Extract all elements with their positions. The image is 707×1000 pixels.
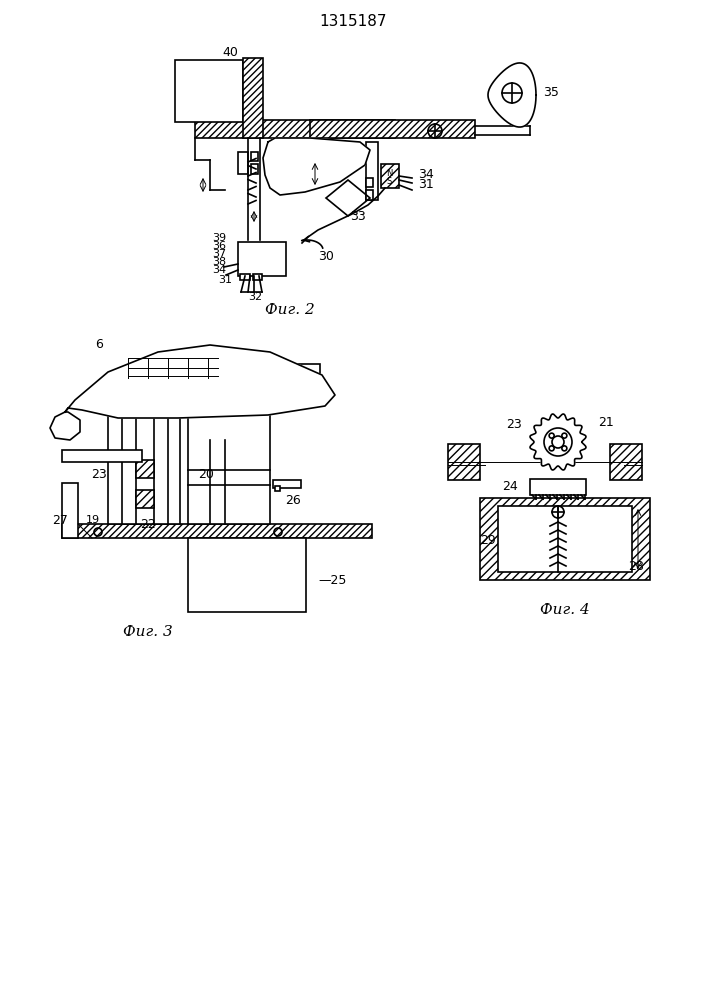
Bar	[136, 490, 154, 508]
Text: Фиг. 2: Фиг. 2	[265, 303, 315, 317]
Text: 31: 31	[418, 178, 434, 192]
Bar	[136, 460, 154, 478]
Bar	[448, 444, 480, 480]
Text: 35: 35	[543, 87, 559, 100]
Polygon shape	[50, 412, 80, 440]
Bar	[62, 483, 78, 538]
Text: 40: 40	[222, 45, 238, 58]
Polygon shape	[65, 345, 335, 418]
Bar	[366, 178, 373, 187]
Text: 28: 28	[628, 560, 644, 572]
Text: 1315187: 1315187	[320, 14, 387, 29]
Bar	[366, 190, 373, 200]
Bar	[366, 142, 378, 200]
Text: Фиг. 4: Фиг. 4	[540, 603, 590, 617]
Text: 38: 38	[212, 257, 226, 267]
Bar	[243, 58, 263, 138]
Bar	[610, 444, 642, 480]
Bar	[136, 394, 154, 524]
Text: —25: —25	[318, 574, 346, 586]
Bar	[498, 506, 632, 572]
Text: Фиг. 3: Фиг. 3	[123, 625, 173, 639]
Bar	[122, 394, 168, 524]
Bar	[238, 364, 276, 406]
Bar	[251, 164, 258, 174]
Bar	[292, 151, 308, 156]
Bar	[253, 274, 262, 280]
Bar	[188, 538, 306, 612]
Bar	[530, 479, 586, 495]
Text: 24: 24	[502, 481, 518, 493]
Text: 20: 20	[198, 468, 214, 482]
Text: 39: 39	[212, 233, 226, 243]
Text: S: S	[386, 176, 392, 186]
Polygon shape	[263, 138, 370, 195]
Text: 19: 19	[86, 515, 100, 525]
Bar	[62, 450, 142, 462]
Text: 34: 34	[418, 168, 434, 182]
Bar	[275, 486, 280, 491]
Bar	[238, 242, 286, 276]
Bar	[175, 60, 243, 122]
Text: 31: 31	[218, 275, 232, 285]
Bar	[108, 394, 180, 524]
Bar	[480, 498, 650, 580]
Text: 6: 6	[95, 338, 103, 352]
Bar	[273, 480, 301, 488]
Bar	[238, 152, 248, 174]
Polygon shape	[488, 63, 536, 127]
Text: 37: 37	[212, 249, 226, 259]
Text: 21: 21	[598, 416, 614, 428]
Text: 22: 22	[140, 518, 156, 530]
Text: 27: 27	[52, 514, 68, 526]
Text: 23: 23	[91, 468, 107, 482]
Text: N: N	[386, 169, 392, 178]
Bar	[381, 164, 399, 188]
Bar	[292, 159, 308, 164]
Bar	[251, 152, 258, 161]
Text: 26: 26	[285, 493, 301, 506]
Text: 30: 30	[318, 250, 334, 263]
Bar	[188, 409, 270, 524]
Text: 34: 34	[212, 265, 226, 275]
Bar	[282, 364, 320, 406]
Text: 32: 32	[248, 292, 262, 302]
Bar	[62, 524, 372, 538]
Text: 29: 29	[480, 534, 496, 546]
Bar	[195, 120, 395, 138]
Text: 23: 23	[506, 418, 522, 432]
Bar	[240, 274, 250, 280]
Text: 33: 33	[350, 210, 366, 223]
Text: 36: 36	[212, 241, 226, 251]
Bar	[310, 120, 475, 138]
Polygon shape	[530, 414, 586, 470]
